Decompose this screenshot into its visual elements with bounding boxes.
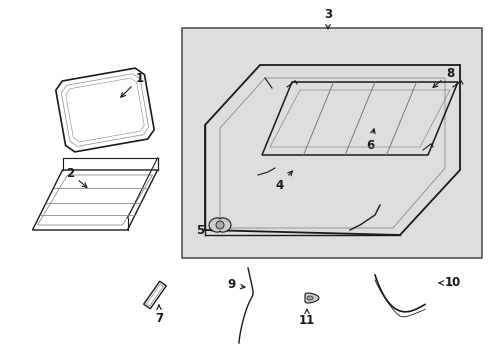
Bar [182,28,481,258]
Polygon shape [306,296,312,300]
Text: 9: 9 [227,279,244,292]
Text: 2: 2 [66,166,87,188]
Text: 8: 8 [432,67,453,87]
Text: 5: 5 [196,224,216,237]
Polygon shape [305,293,318,303]
Text: 1: 1 [121,72,144,97]
Polygon shape [209,218,230,232]
Text: 3: 3 [323,8,331,29]
Text: 10: 10 [438,276,460,289]
Text: 7: 7 [155,305,163,324]
Polygon shape [216,221,224,229]
Text: 4: 4 [275,171,292,192]
Text: 11: 11 [298,309,314,327]
Text: 6: 6 [365,129,374,152]
